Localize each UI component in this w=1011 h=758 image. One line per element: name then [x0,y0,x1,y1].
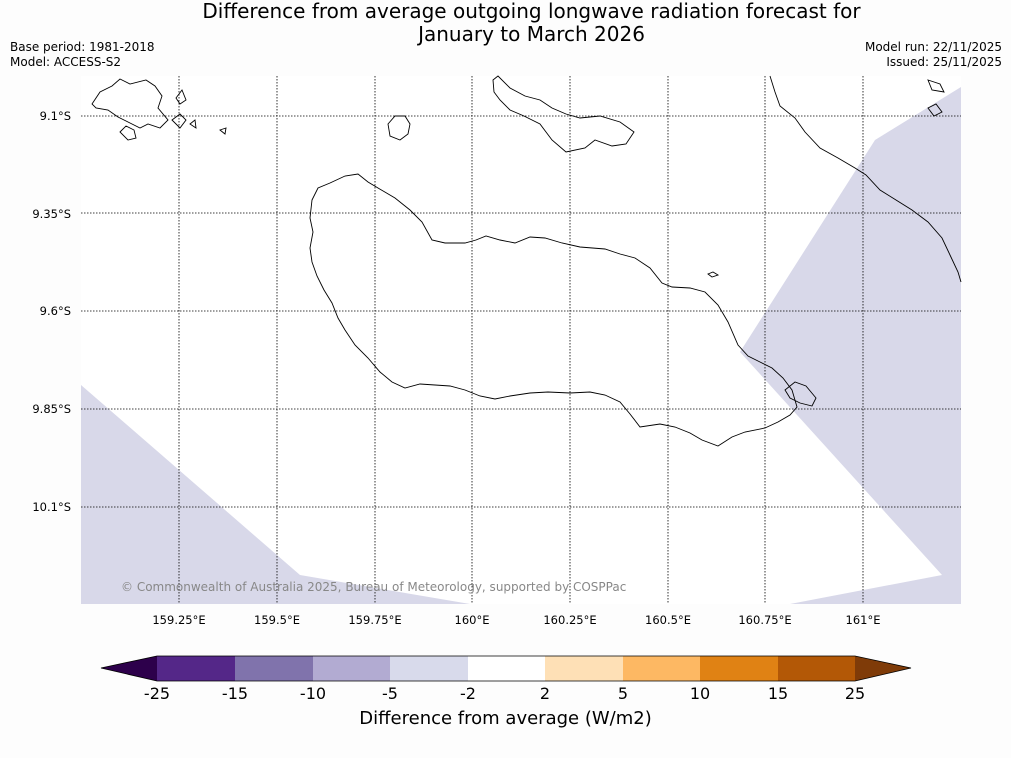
coastline-islet-west-2 [171,113,187,129]
coastline-islet-west-4 [189,119,197,129]
shaded-region-southwest [81,385,470,604]
lat-label: 9.35°S [32,207,71,221]
coastline-islet-west-1 [119,125,137,141]
colorbar-tick: -5 [382,684,398,703]
colorbar-extend-low [101,656,157,681]
colorbar-extend-high [855,656,911,681]
metadata-right: Model run: 22/11/2025 Issued: 25/11/2025 [865,40,1002,70]
coastline-northeast-islet-2 [927,103,943,117]
colorbar-segment [157,656,235,681]
coastline-islet-small [707,271,720,278]
lon-label: 160.75°E [738,613,792,627]
lon-label: 160.25°E [543,613,597,627]
shaded-region-east [740,87,961,604]
colorbar-segment [545,656,623,681]
colorbar-tick: -15 [221,684,249,703]
colorbar-segment [313,656,390,681]
colorbar-segment [390,656,468,681]
model-name: Model: ACCESS-S2 [10,55,122,69]
colorbar-outline [100,655,912,682]
title-line-1: Difference from average outgoing longwav… [202,0,861,23]
coastlines [91,75,962,447]
issued-date: Issued: 25/11/2025 [886,55,1002,69]
colorbar-segment [468,656,545,681]
coastline-island-round [387,115,411,141]
coastline-islet-east [784,381,817,407]
lon-label: 160°E [454,613,490,627]
chart-title: Difference from average outgoing longwav… [0,0,1011,46]
colorbar-segment [700,656,778,681]
coastline-nggela-west [91,78,169,129]
lon-label: 160.5°E [645,613,691,627]
colorbar-tick: 15 [767,684,789,703]
coastline-guadalcanal [309,173,798,447]
colorbar-tick: 2 [539,684,551,703]
colorbar-segment [778,656,855,681]
colorbar [100,655,912,682]
colorbar-segment [235,656,313,681]
colorbar-tick: 5 [617,684,629,703]
colorbar-tick: -25 [143,684,171,703]
lon-label: 159.5°E [254,613,300,627]
colorbar-tick: -2 [460,684,476,703]
copyright-notice: © Commonwealth of Australia 2025, Bureau… [121,580,627,594]
colorbar-tick: 10 [689,684,711,703]
lat-label: 9.6°S [39,304,71,318]
coastline-nggela-east [492,75,635,153]
colorbar-segment [623,656,700,681]
lat-label: 9.85°S [32,402,71,416]
base-period: Base period: 1981-2018 [10,40,155,54]
model-run: Model run: 22/11/2025 [864,40,1002,54]
coastline-northeast-islet [927,79,945,93]
lon-label: 159.75°E [348,613,402,627]
colorbar-tick: 25 [844,684,866,703]
coastline-islet-west-3 [175,89,187,105]
anomaly-shading [81,87,961,604]
title-line-2: January to March 2026 [418,22,645,46]
lon-label: 159.25°E [152,613,206,627]
metadata-left: Base period: 1981-2018 Model: ACCESS-S2 [10,40,155,70]
lat-label: 9.1°S [39,109,71,123]
colorbar-tick: -10 [299,684,327,703]
colorbar-label: Difference from average (W/m2) [359,708,652,729]
coastline-islet-west-5 [219,127,227,135]
coastline-malaita [769,75,962,283]
lat-label: 10.1°S [32,500,71,514]
gridlines [81,76,961,604]
lon-label: 161°E [845,613,881,627]
